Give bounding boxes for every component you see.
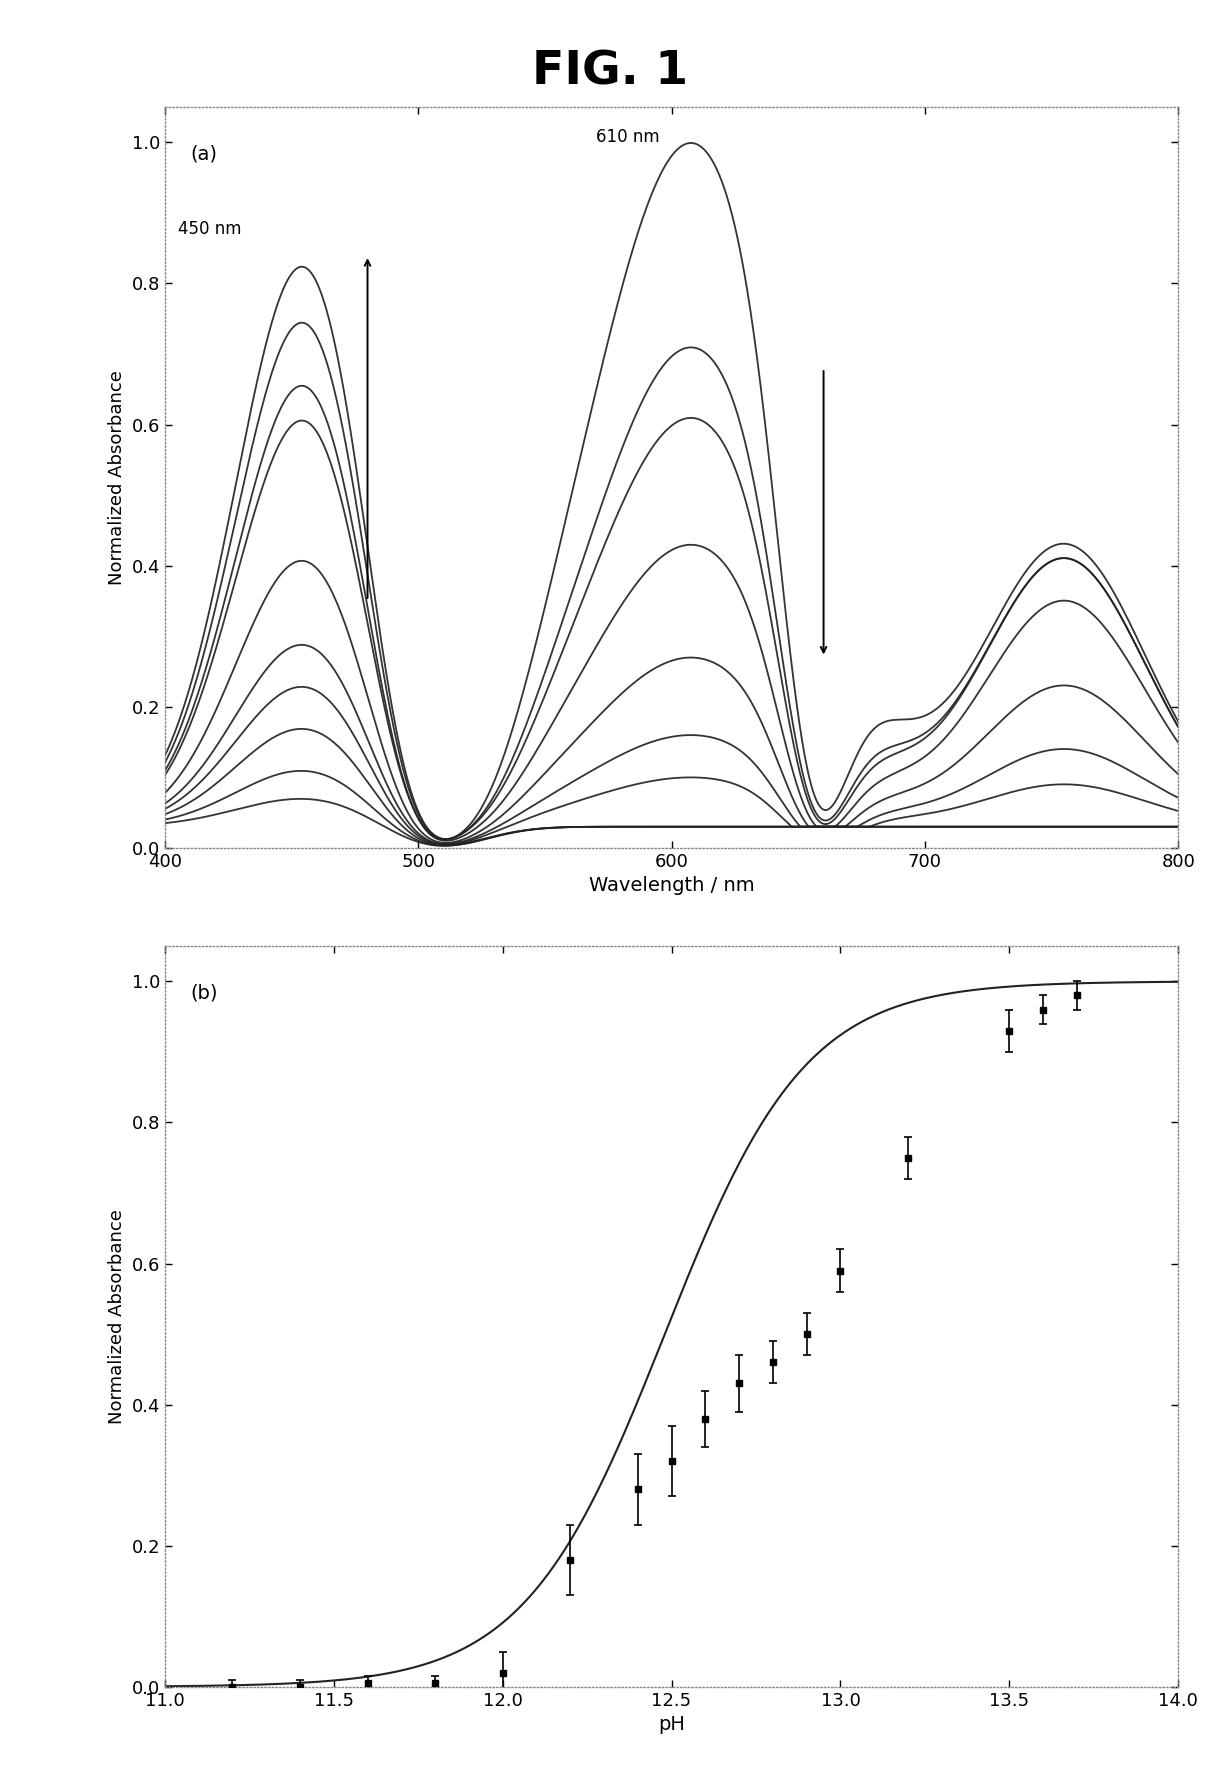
X-axis label: pH: pH: [658, 1715, 685, 1735]
X-axis label: Wavelength / nm: Wavelength / nm: [589, 876, 755, 896]
Text: FIG. 1: FIG. 1: [532, 50, 689, 95]
Y-axis label: Normalized Absorbance: Normalized Absorbance: [107, 369, 126, 585]
Text: (b): (b): [190, 984, 217, 1001]
Text: 610 nm: 610 nm: [596, 129, 659, 146]
Text: 450 nm: 450 nm: [177, 220, 241, 237]
Y-axis label: Normalized Absorbance: Normalized Absorbance: [107, 1208, 126, 1424]
Text: (a): (a): [190, 145, 217, 162]
